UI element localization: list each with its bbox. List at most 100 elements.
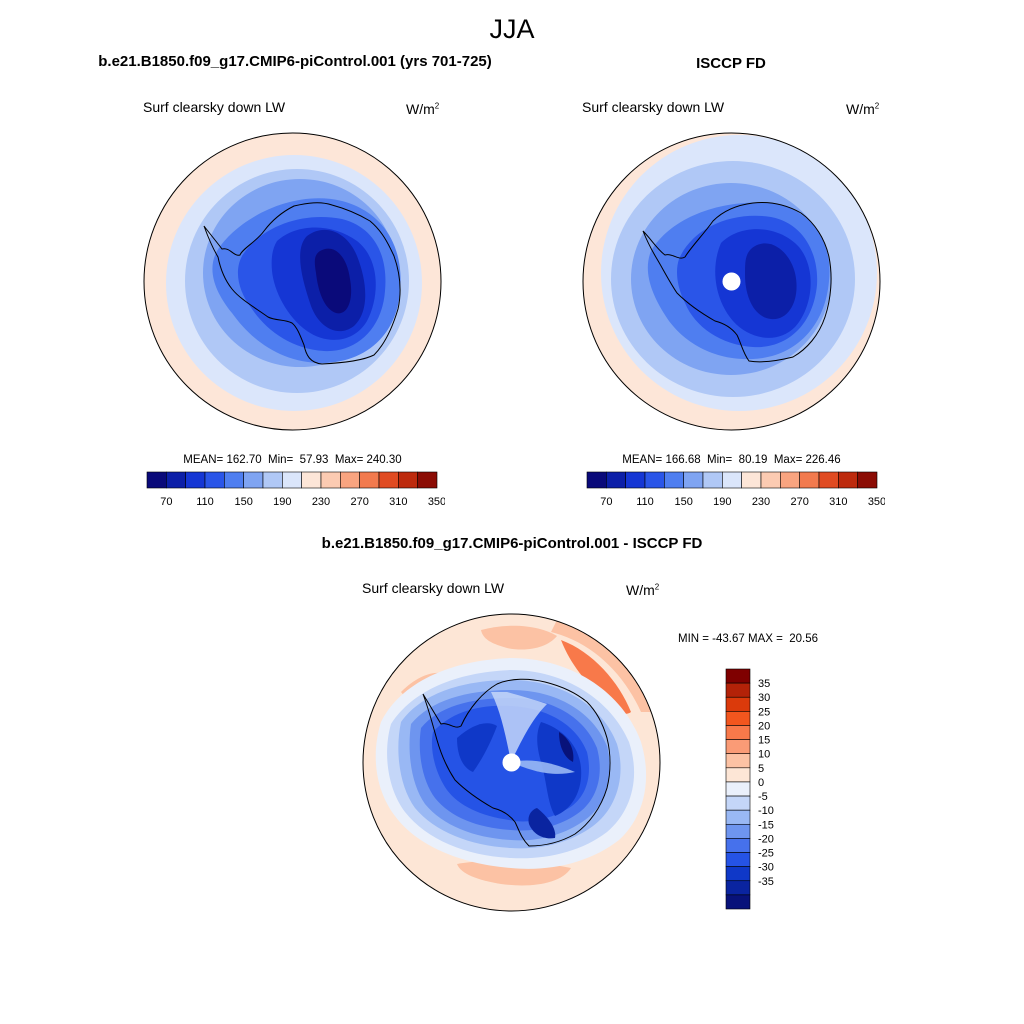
- colorbar-swatch: [702, 471, 723, 489]
- panel3-colorbar: 35 30 25 20 15 10 5 0 -5 -10 -15 -20 -25 -30 -35: [725, 668, 774, 910]
- colorbar-swatch: [725, 767, 751, 783]
- colorbar-tick-label: 230: [312, 496, 330, 508]
- panel3-field-streak2: [511, 760, 575, 774]
- colorbar-swatch: [301, 471, 322, 489]
- colorbar-swatch: [185, 471, 206, 489]
- colorbar-swatch: [417, 471, 438, 489]
- colorbar-swatch: [725, 866, 751, 882]
- colorbar-tick-label: 10: [758, 749, 770, 761]
- colorbar-tick-label: 70: [160, 496, 172, 508]
- colorbar-swatch: [818, 471, 839, 489]
- panel3-pole-mask: [502, 753, 521, 772]
- colorbar-swatch: [760, 471, 781, 489]
- colorbar-tick-label: -30: [758, 862, 774, 874]
- panel2-units-label: W/m2: [846, 101, 880, 117]
- colorbar-swatch: [725, 739, 751, 755]
- colorbar-swatch: [725, 795, 751, 811]
- colorbar-swatch: [282, 471, 302, 489]
- panel3-field-pos3: [481, 625, 557, 650]
- colorbar-swatch: [725, 753, 751, 769]
- colorbar-swatch: [780, 471, 800, 489]
- colorbar-swatch: [725, 852, 751, 867]
- colorbar-tick-label: 190: [713, 496, 731, 508]
- panel3-polar-map: [362, 613, 661, 912]
- panel2-coastline: [642, 202, 832, 363]
- panel2-polar-map: [582, 132, 881, 431]
- colorbar-tick-label: 5: [758, 763, 764, 775]
- colorbar-tick-label: -25: [758, 848, 774, 860]
- colorbar-tick-label: -15: [758, 819, 774, 831]
- colorbar-swatch: [664, 471, 684, 489]
- panel3-field-pos2: [561, 640, 631, 714]
- colorbar-tick-label: 25: [758, 706, 770, 718]
- colorbar-swatch: [741, 471, 762, 489]
- panel2-stats: MEAN= 166.68 Min= 80.19 Max= 226.46: [622, 454, 841, 466]
- colorbar-swatch: [725, 668, 751, 684]
- panel3-field-neg4: [559, 732, 574, 762]
- colorbar-tick-label: 20: [758, 720, 770, 732]
- colorbar-swatch: [359, 471, 380, 489]
- panel3-coastline: [422, 678, 611, 847]
- colorbar-swatch: [725, 781, 751, 797]
- colorbar-tick-label: 110: [196, 496, 214, 508]
- panel1-variable-label: Surf clearsky down LW: [143, 99, 286, 115]
- colorbar-swatch: [838, 471, 858, 489]
- figure-title: JJA: [489, 14, 535, 44]
- colorbar-tick-label: 310: [389, 496, 407, 508]
- colorbar-swatch: [683, 471, 704, 489]
- panel1-map-border: [143, 132, 442, 431]
- colorbar-swatch: [644, 471, 665, 489]
- colorbar-tick-label: 350: [428, 496, 445, 508]
- colorbar-swatch: [166, 471, 186, 489]
- panel2-variable-label: Surf clearsky down LW: [582, 99, 725, 115]
- colorbar-swatch: [204, 471, 225, 489]
- colorbar-tick-label: 15: [758, 735, 770, 747]
- colorbar-swatch: [725, 725, 751, 740]
- colorbar-tick-label: 190: [273, 496, 291, 508]
- colorbar-swatch: [224, 471, 244, 489]
- panel3-variable-label: Surf clearsky down LW: [362, 580, 505, 596]
- panel3-units-label: W/m2: [626, 582, 660, 598]
- panel1-field-core: [314, 248, 352, 314]
- colorbar-tick-label: 0: [758, 777, 764, 789]
- colorbar-swatch: [725, 711, 751, 726]
- colorbar-swatch: [398, 471, 418, 489]
- colorbar-tick-label: -5: [758, 791, 768, 803]
- colorbar-swatch: [378, 471, 399, 489]
- panel2-pole-mask: [722, 272, 741, 291]
- colorbar-swatch: [243, 471, 264, 489]
- colorbar-tick-label: 310: [829, 496, 847, 508]
- colorbar-swatch: [320, 471, 341, 489]
- panel3-field-neg3: [528, 808, 556, 839]
- panel1-colorbar: 70 110 150 190 230 270 310 350: [146, 471, 445, 508]
- colorbar-tick-label: 35: [758, 678, 770, 690]
- colorbar-swatch: [725, 809, 751, 825]
- panel1-polar-map: [143, 132, 442, 431]
- colorbar-swatch: [262, 471, 283, 489]
- panel2-field-core: [745, 243, 797, 320]
- colorbar-tick-label: -35: [758, 876, 774, 888]
- panel3-map-border: [362, 613, 661, 912]
- colorbar-tick-label: 70: [600, 496, 612, 508]
- panel1-units-label: W/m2: [406, 101, 440, 117]
- colorbar-tick-label: 350: [868, 496, 885, 508]
- colorbar-swatch: [725, 823, 751, 839]
- colorbar-tick-label: 110: [636, 496, 654, 508]
- panel2-colorbar: 70 110 150 190 230 270 310 350: [586, 471, 885, 508]
- panel3-field-streak1: [491, 692, 547, 762]
- colorbar-swatch: [725, 838, 751, 853]
- panel3-title: b.e21.B1850.f09_g17.CMIP6-piControl.001 …: [321, 535, 703, 552]
- colorbar-tick-label: -20: [758, 833, 774, 845]
- colorbar-swatch: [146, 471, 167, 489]
- panel3-field-neg2: [457, 723, 497, 772]
- colorbar-swatch: [725, 880, 751, 896]
- colorbar-tick-label: 150: [234, 496, 252, 508]
- colorbar-swatch: [799, 471, 820, 489]
- colorbar-swatch: [725, 696, 751, 712]
- colorbar-tick-label: 30: [758, 692, 770, 704]
- colorbar-swatch: [725, 894, 751, 910]
- panel1-title: b.e21.B1850.f09_g17.CMIP6-piControl.001 …: [98, 53, 492, 70]
- colorbar-tick-label: 270: [350, 496, 368, 508]
- panel2-map-border: [582, 132, 881, 431]
- colorbar-swatch: [586, 471, 607, 489]
